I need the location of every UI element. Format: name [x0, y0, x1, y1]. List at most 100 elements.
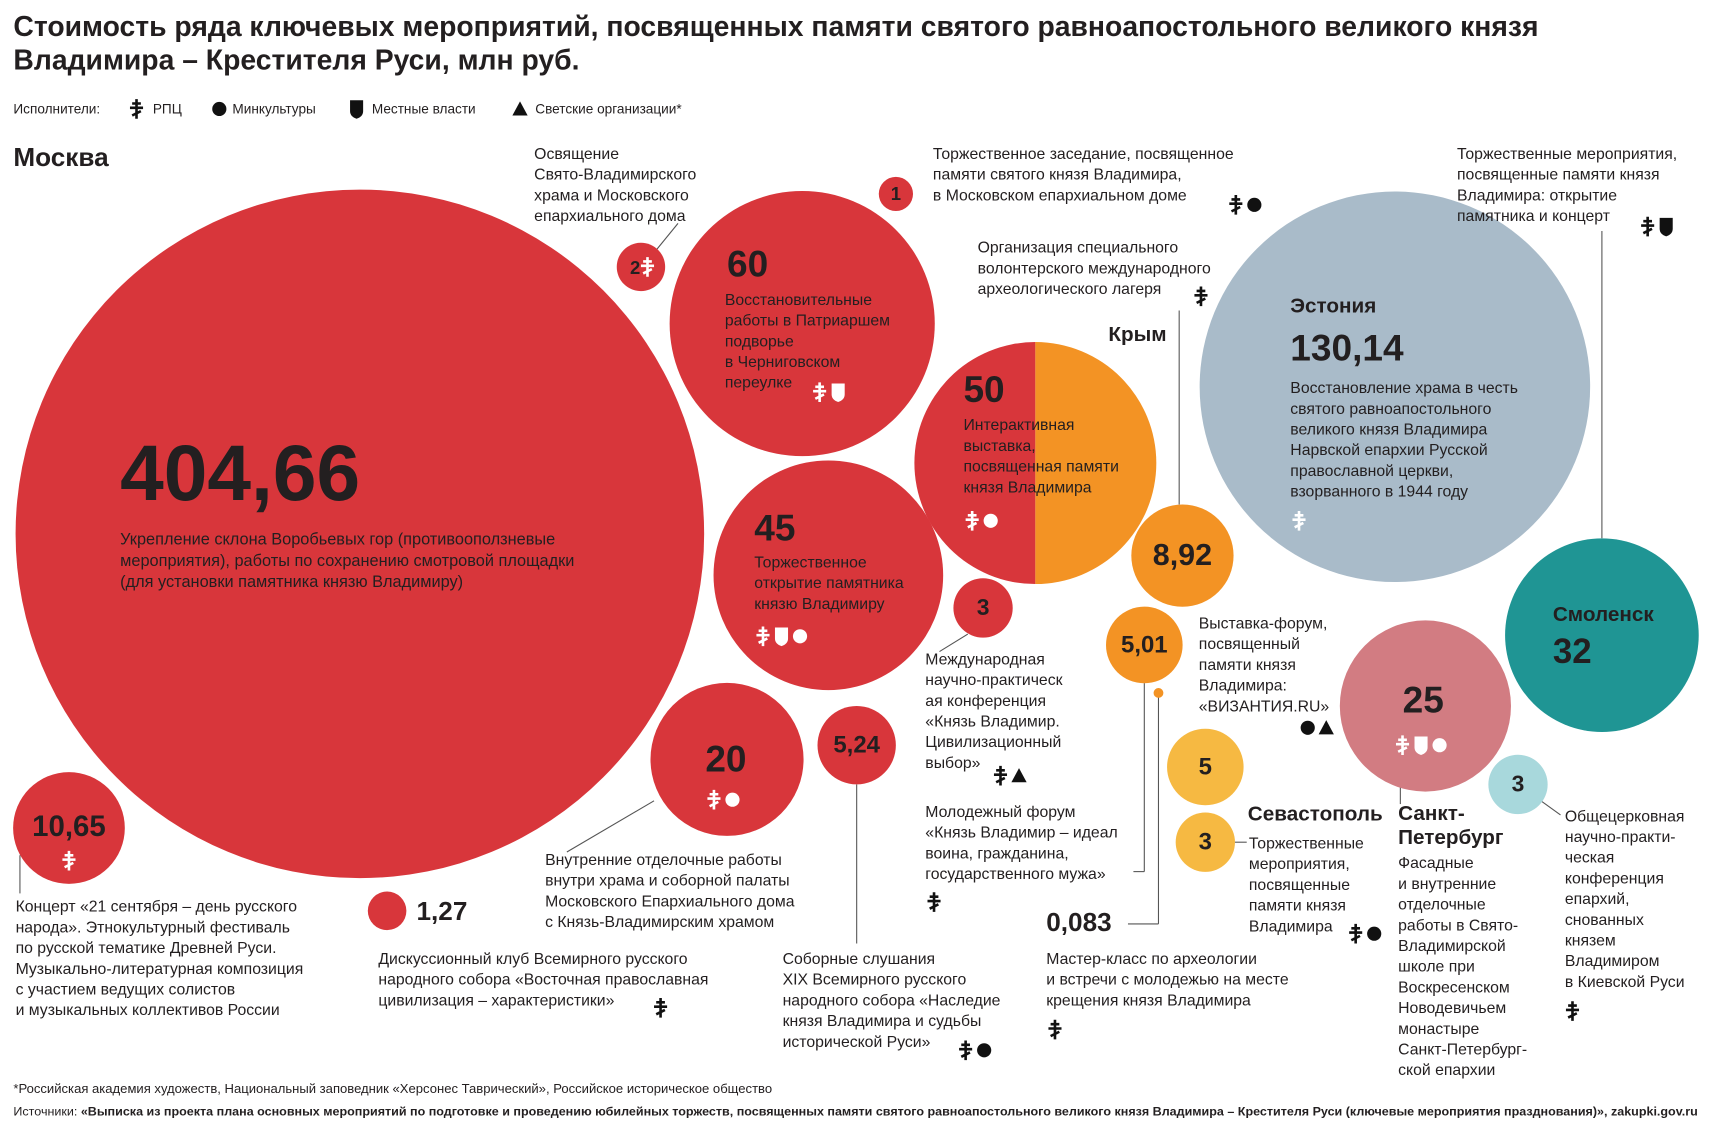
description: XIX Всемирного русского — [783, 972, 967, 989]
region-label: Санкт-Петербург — [1398, 802, 1504, 849]
region-label: Севастополь — [1248, 802, 1383, 825]
description: памяти князя — [1199, 657, 1296, 674]
icon-circle — [983, 513, 998, 528]
value-label: 60 — [727, 243, 768, 285]
description: памяти князя — [1249, 898, 1346, 915]
icon-circle — [725, 792, 740, 807]
description: ской епархии — [1398, 1062, 1495, 1079]
icon-triangle — [512, 101, 528, 116]
description: посвященный — [1199, 636, 1300, 653]
description: и внутренние — [1398, 876, 1496, 893]
value-label: 3 — [1512, 771, 1525, 797]
description: открытие памятника — [754, 575, 904, 592]
icon-cross — [1641, 216, 1655, 237]
description: Восстановление храма в честь — [1290, 380, 1518, 397]
value-label: 20 — [705, 737, 746, 779]
value-label: 8,92 — [1153, 538, 1212, 572]
description: народного собора «Восточная православная — [378, 972, 708, 989]
description: Общецерковная — [1565, 808, 1685, 825]
value-label: 1 — [891, 183, 901, 204]
value-label: 5,24 — [833, 732, 880, 759]
description: Молодежный форум — [925, 804, 1075, 821]
description: Освящение — [534, 146, 619, 163]
description: Владимира: открытие — [1457, 187, 1617, 204]
description: снованных — [1565, 912, 1644, 929]
legend-title: Исполнители: — [13, 102, 100, 117]
bubble — [713, 460, 944, 691]
icon-triangle — [1318, 720, 1334, 735]
description: школе при — [1398, 959, 1475, 976]
description: князю Владимиру — [754, 596, 884, 613]
description: Владимира — [1249, 918, 1333, 935]
bubble — [878, 176, 914, 212]
icon-cross — [1194, 286, 1208, 307]
description: Восстановительные — [725, 292, 872, 309]
description: монастыре — [1398, 1021, 1479, 1038]
description: (для установки памятника князю Владимиру… — [120, 573, 463, 591]
description: Дискуссионный клуб Всемирного русского — [378, 951, 687, 968]
description: археологического лагеря — [978, 281, 1162, 298]
description: князем — [1565, 933, 1616, 950]
legend-label: Минкультуры — [232, 102, 315, 117]
description: научно-практи- — [1565, 829, 1676, 846]
description: воина, гражданина, — [925, 845, 1068, 862]
description: ческая — [1565, 850, 1614, 867]
bubble — [367, 891, 407, 931]
description: по русской тематике Древней Руси. — [16, 940, 277, 957]
description: Концерт «21 сентября – день русского — [16, 899, 298, 916]
icon-circle — [1432, 738, 1447, 753]
icon-cross — [1565, 1001, 1580, 1021]
description: выставка, — [963, 438, 1035, 455]
description: епархий, — [1565, 891, 1630, 908]
icon-cross — [959, 1040, 973, 1061]
description: «Князь Владимир – идеал — [925, 825, 1117, 842]
legend-label: РПЦ — [153, 102, 182, 117]
title-line: Владимира – Крестителя Руси, млн руб. — [13, 45, 579, 77]
icon-cross — [1292, 510, 1306, 531]
bubble — [1175, 812, 1235, 872]
description: Владимирской — [1398, 938, 1506, 955]
icon-shield — [1414, 736, 1428, 756]
leader-line — [653, 223, 679, 254]
value-label: 50 — [963, 368, 1004, 410]
description: переулке — [725, 375, 793, 392]
region-label-part: Санкт- — [1398, 802, 1465, 825]
icon-shield — [831, 383, 845, 403]
bubble — [1488, 754, 1548, 815]
bubble — [953, 578, 1013, 638]
description: Интерактивная — [963, 417, 1074, 434]
value-label: 3 — [977, 594, 990, 620]
leader-line — [566, 800, 655, 853]
description: князя Владимира и судьбы — [783, 1013, 982, 1030]
region-label: Смоленск — [1553, 603, 1654, 626]
bubble — [1199, 191, 1591, 583]
icon-cross — [640, 257, 655, 277]
description: работы в Свято- — [1398, 917, 1518, 934]
description: Санкт-Петербург- — [1398, 1041, 1527, 1058]
bubble-half — [914, 342, 1036, 585]
leader-line — [1540, 800, 1561, 816]
legend-label: Светские организации* — [535, 102, 682, 117]
description: конференция — [1565, 870, 1664, 887]
value-label: 5,01 — [1121, 631, 1168, 658]
icon-cross — [1229, 195, 1243, 215]
description: Внутренние отделочные работы — [545, 852, 782, 869]
description: Владимира: — [1199, 678, 1287, 695]
description: Воскресенском — [1398, 979, 1510, 996]
icon-shield — [350, 100, 364, 119]
description: в Черниговском — [725, 354, 840, 371]
description: с Князь-Владимирским храмом — [545, 914, 774, 931]
icon-triangle — [1011, 768, 1027, 783]
region-label-part: Петербург — [1398, 826, 1504, 849]
region-label: Москва — [13, 142, 109, 172]
bubble — [1153, 687, 1164, 698]
description: Цивилизационный — [925, 734, 1061, 751]
value-label: 0,083 — [1046, 907, 1111, 937]
bubble — [1106, 606, 1183, 684]
footnote: *Российская академия художеств, Национал… — [13, 1081, 772, 1096]
description: Выставка-форум, — [1199, 615, 1328, 632]
bubble-half — [1035, 342, 1157, 585]
description: Владимиром — [1565, 953, 1660, 970]
icon-circle — [1247, 197, 1262, 212]
